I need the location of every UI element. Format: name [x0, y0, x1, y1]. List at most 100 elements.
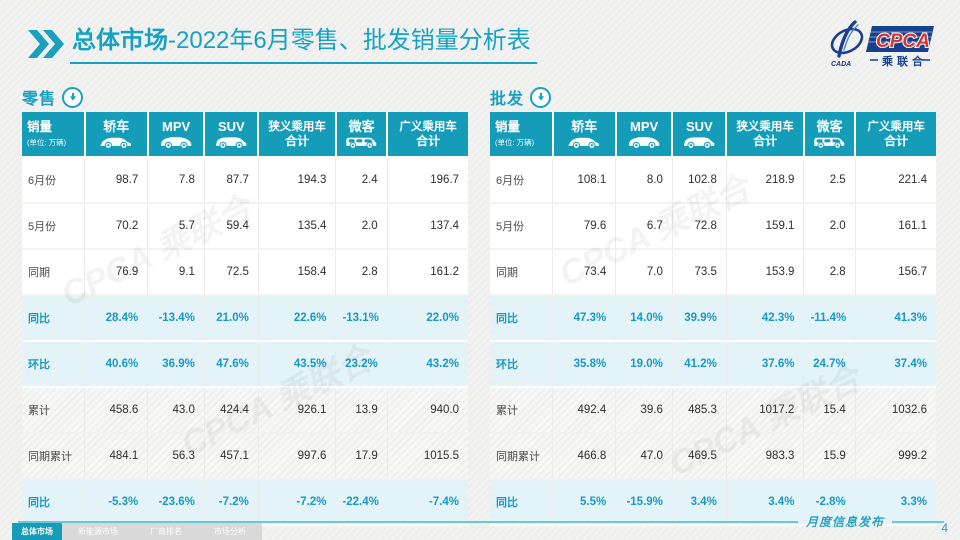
value-cell: 76.9	[84, 249, 149, 296]
value-cell: 485.3	[672, 387, 727, 434]
row-label: 环比	[22, 341, 86, 388]
value-cell: 70.2	[84, 203, 149, 250]
suv-icon	[673, 135, 724, 149]
row-label: 5月份	[22, 203, 86, 250]
value-cell: 2.0	[803, 203, 856, 250]
unit-note: (单位: 万辆)	[27, 138, 67, 147]
value-cell: 1017.2	[726, 387, 805, 434]
tab-overall-market[interactable]: 总体市场	[12, 523, 62, 540]
value-cell: 6.7	[615, 203, 673, 250]
value-cell: 159.1	[726, 203, 805, 250]
value-cell: 218.9	[726, 157, 805, 204]
table-row: 同期累计 466.8 47.0 469.5 983.3 15.9 999.2	[490, 433, 936, 480]
row-label: 同期累计	[490, 433, 554, 480]
value-cell: 41.3%	[855, 295, 936, 342]
column-label-line2: 合计	[416, 134, 441, 148]
value-cell: 221.4	[855, 157, 936, 204]
table-row: 累计 458.6 43.0 424.4 926.1 13.9 940.0	[22, 387, 468, 434]
wholesale-section-label: 批发	[490, 91, 525, 108]
column-label: 销量	[27, 120, 53, 134]
column-header: 轿车	[84, 112, 149, 158]
column-header: SUV	[204, 112, 260, 158]
value-cell: 72.5	[204, 249, 259, 296]
row-label: 6月份	[22, 157, 86, 204]
value-cell: 153.9	[726, 249, 805, 296]
value-cell: 156.7	[855, 249, 936, 296]
value-cell: 9.1	[147, 249, 205, 296]
table-row: 同比 28.4% -13.4% 21.0% 22.6% -13.1% 22.0%	[22, 295, 468, 342]
table-row: 环比 35.8% 19.0% 41.2% 37.6% 24.7% 37.4%	[490, 341, 936, 388]
retail-section: 零售 销量 (单位: 万辆) 轿车 MPV SUV 狭义乘用车 合计 微客 广义乘用车 合计 6月份…	[22, 84, 468, 526]
value-cell: 137.4	[387, 203, 468, 250]
value-cell: 469.5	[672, 433, 727, 480]
row-label: 环比	[490, 341, 554, 388]
value-cell: 108.1	[552, 157, 617, 204]
tabbar-inactive-group: 新能源市场 厂商排名 市场分析	[62, 523, 262, 540]
value-cell: -22.4%	[335, 479, 388, 526]
row-label: 6月份	[490, 157, 554, 204]
table-row: 累计 492.4 39.6 485.3 1017.2 15.4 1032.6	[490, 387, 936, 434]
value-cell: 28.4%	[84, 295, 149, 342]
column-header: 轿车	[552, 112, 617, 158]
page-title: 总体市场-2022年6月零售、批发销量分析表	[70, 24, 537, 64]
value-cell: 40.6%	[84, 341, 149, 388]
value-cell: 13.9	[335, 387, 388, 434]
svg-text:乘联合: 乘联合	[881, 54, 927, 68]
value-cell: 19.0%	[615, 341, 673, 388]
value-cell: 8.0	[615, 157, 673, 204]
value-cell: 56.3	[147, 433, 205, 480]
value-cell: 102.8	[672, 157, 727, 204]
svg-text:CPCA: CPCA	[876, 31, 930, 52]
value-cell: 17.9	[335, 433, 388, 480]
column-header: 广义乘用车 合计	[855, 112, 936, 158]
value-cell: 940.0	[387, 387, 468, 434]
tables-area: 零售 销量 (单位: 万辆) 轿车 MPV SUV 狭义乘用车 合计 微客 广义乘用车 合计 6月份…	[22, 84, 936, 526]
value-cell: 37.4%	[855, 341, 936, 388]
column-label: 轿车	[103, 119, 130, 134]
column-label: 微客	[348, 119, 375, 134]
sedan-icon	[86, 135, 146, 149]
table-row: 6月份 108.1 8.0 102.8 218.9 2.5 221.4	[490, 157, 936, 204]
wholesale-section: 批发 销量 (单位: 万辆) 轿车 MPV SUV 狭义乘用车 合计 微客 广义乘用车 合计 6月份…	[490, 84, 936, 526]
value-cell: -15.9%	[615, 479, 673, 526]
value-cell: 1032.6	[855, 387, 936, 434]
column-label-line2: 合计	[753, 134, 778, 148]
value-cell: 47.3%	[552, 295, 617, 342]
column-header: 微客	[803, 112, 857, 158]
svg-text:CADA: CADA	[831, 61, 851, 68]
row-label: 同比	[490, 295, 554, 342]
column-header: MPV	[147, 112, 206, 158]
value-cell: 983.3	[726, 433, 805, 480]
value-cell: 484.1	[84, 433, 149, 480]
column-label-line2: 合计	[884, 134, 909, 148]
header-row: 销量 (单位: 万辆) 轿车 MPV SUV 狭义乘用车 合计 微客 广义乘用车 合计	[490, 112, 936, 158]
tab-manufacturer-ranking[interactable]: 厂商排名	[150, 527, 182, 536]
tab-market-analysis[interactable]: 市场分析	[214, 527, 246, 536]
value-cell: 3.3%	[855, 479, 936, 526]
page-title-rest: -2022年6月零售、批发销量分析表	[168, 27, 531, 54]
tab-nev-market[interactable]: 新能源市场	[78, 527, 118, 536]
value-cell: 15.9	[803, 433, 856, 480]
van-icon	[805, 135, 853, 149]
value-cell: 7.0	[615, 249, 673, 296]
table-row: 同比 5.5% -15.9% 3.4% 3.4% -2.8% 3.3%	[490, 479, 936, 526]
column-label: SUV	[686, 119, 713, 134]
wholesale-table-host: 销量 (单位: 万辆) 轿车 MPV SUV 狭义乘用车 合计 微客 广义乘用车 合计 6月份 108…	[490, 112, 936, 526]
value-cell: 161.1	[855, 203, 936, 250]
value-cell: 37.6%	[726, 341, 805, 388]
value-cell: 2.0	[335, 203, 388, 250]
page-number: 4	[941, 521, 948, 535]
column-label: MPV	[161, 119, 191, 134]
value-cell: 59.4	[204, 203, 259, 250]
row-label: 累计	[490, 387, 554, 434]
row-label: 同比	[22, 295, 86, 342]
header: 总体市场-2022年6月零售、批发销量分析表 CADA CPCA 乘联合	[28, 20, 940, 82]
column-label: SUV	[218, 119, 245, 134]
value-cell: 457.1	[204, 433, 259, 480]
value-cell: 73.5	[672, 249, 727, 296]
value-cell: 5.5%	[552, 479, 617, 526]
value-cell: 24.7%	[803, 341, 856, 388]
value-cell: 41.2%	[672, 341, 727, 388]
value-cell: 3.4%	[672, 479, 727, 526]
